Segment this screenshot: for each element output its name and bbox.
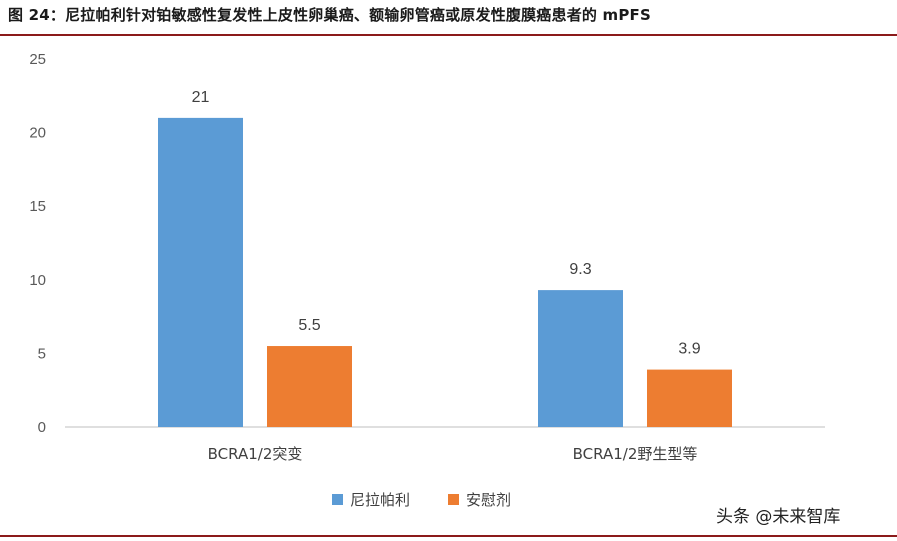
legend-item-placebo-swatch: [448, 494, 459, 505]
y-tick-label-5: 5: [38, 345, 46, 362]
legend: 尼拉帕利 安慰剂: [332, 491, 511, 509]
figure-title: 图 24：尼拉帕利针对铂敏感性复发性上皮性卵巢癌、额输卵管癌或原发性腹膜癌患者的…: [8, 6, 651, 24]
data-label-niraparib-1: 9.3: [569, 261, 591, 278]
y-tick-label-0: 0: [38, 419, 46, 436]
data-label-placebo-1: 3.9: [678, 341, 700, 358]
legend-item-niraparib-swatch: [332, 494, 343, 505]
bar-niraparib-1: [538, 290, 623, 427]
legend-item-niraparib-label: 尼拉帕利: [350, 491, 410, 509]
bars: [158, 117, 732, 427]
bar-niraparib-0: [158, 117, 243, 427]
category-label-0: BCRA1/2突变: [208, 445, 303, 463]
bar-placebo-1: [647, 369, 732, 427]
category-label-1: BCRA1/2野生型等: [573, 445, 698, 463]
data-label-placebo-0: 5.5: [298, 317, 320, 334]
top-rule: [0, 34, 897, 36]
legend-item-placebo-label: 安慰剂: [466, 491, 511, 509]
bar-placebo-0: [267, 346, 352, 427]
data-labels: 21 5.5 9.3 3.9: [192, 89, 701, 358]
watermark: 头条 @未来智库: [716, 507, 841, 527]
data-label-niraparib-0: 21: [192, 89, 210, 106]
category-labels: BCRA1/2突变 BCRA1/2野生型等: [208, 445, 698, 463]
y-tick-label-10: 10: [29, 272, 46, 289]
y-tick-label-15: 15: [29, 198, 46, 215]
y-tick-label-20: 20: [29, 125, 46, 142]
bottom-rule: [0, 535, 897, 537]
y-axis-ticks: 0 5 10 15 20 25: [29, 51, 46, 436]
y-tick-label-25: 25: [29, 51, 46, 68]
